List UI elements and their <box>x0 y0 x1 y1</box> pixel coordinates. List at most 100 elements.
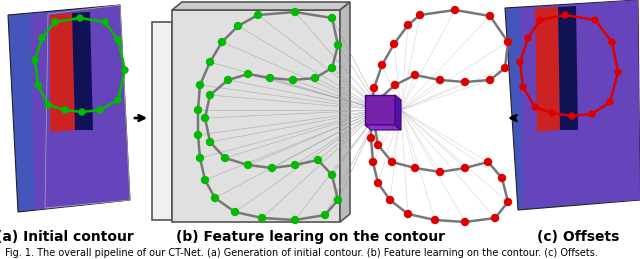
Circle shape <box>328 15 335 21</box>
Circle shape <box>517 59 523 65</box>
Circle shape <box>321 212 328 219</box>
Polygon shape <box>395 95 401 130</box>
Circle shape <box>335 41 342 48</box>
Circle shape <box>537 17 543 23</box>
Circle shape <box>202 114 209 121</box>
Circle shape <box>378 61 385 68</box>
Circle shape <box>202 176 209 183</box>
Circle shape <box>207 91 214 98</box>
Circle shape <box>369 159 376 166</box>
Circle shape <box>461 78 468 85</box>
Circle shape <box>486 12 493 19</box>
Circle shape <box>35 82 41 88</box>
Text: Fig. 1. The overall pipeline of our CT-Net. (a) Generation of initial contour. (: Fig. 1. The overall pipeline of our CT-N… <box>5 248 598 258</box>
Circle shape <box>504 198 511 205</box>
Circle shape <box>549 110 555 116</box>
Polygon shape <box>505 0 640 210</box>
Circle shape <box>195 132 202 139</box>
Circle shape <box>122 67 128 73</box>
Circle shape <box>314 156 321 163</box>
Polygon shape <box>72 12 93 130</box>
Circle shape <box>312 75 319 82</box>
Circle shape <box>102 19 108 25</box>
Circle shape <box>269 164 275 171</box>
Circle shape <box>492 214 499 221</box>
Circle shape <box>196 82 204 89</box>
Circle shape <box>532 104 538 110</box>
Circle shape <box>367 134 374 141</box>
Circle shape <box>392 82 399 89</box>
Circle shape <box>244 162 252 169</box>
Circle shape <box>234 23 241 30</box>
Polygon shape <box>535 7 560 132</box>
Circle shape <box>525 35 531 41</box>
Circle shape <box>115 37 121 43</box>
Circle shape <box>499 175 506 182</box>
Circle shape <box>255 11 262 18</box>
Circle shape <box>367 109 374 116</box>
Circle shape <box>207 59 214 66</box>
Circle shape <box>77 15 83 21</box>
Circle shape <box>404 21 412 28</box>
Circle shape <box>211 195 218 202</box>
Circle shape <box>461 164 468 171</box>
Circle shape <box>62 107 68 113</box>
Circle shape <box>504 39 511 46</box>
Circle shape <box>520 84 526 90</box>
Circle shape <box>291 162 298 169</box>
Circle shape <box>97 107 103 113</box>
Circle shape <box>388 159 396 166</box>
Circle shape <box>52 19 58 25</box>
Circle shape <box>335 197 342 204</box>
Circle shape <box>207 139 214 146</box>
Circle shape <box>486 76 493 83</box>
Circle shape <box>436 76 444 83</box>
Bar <box>365 95 395 125</box>
Circle shape <box>592 17 598 23</box>
Circle shape <box>266 75 273 82</box>
Text: (a) Initial contour: (a) Initial contour <box>0 230 134 244</box>
Circle shape <box>244 70 252 77</box>
Circle shape <box>484 159 492 166</box>
Circle shape <box>225 76 232 83</box>
Polygon shape <box>50 13 75 132</box>
Circle shape <box>259 214 266 221</box>
Circle shape <box>195 106 202 113</box>
Circle shape <box>502 64 509 71</box>
Circle shape <box>221 155 228 162</box>
Circle shape <box>451 6 458 13</box>
Polygon shape <box>172 2 350 10</box>
Circle shape <box>196 155 204 162</box>
Polygon shape <box>30 5 130 210</box>
Circle shape <box>615 69 621 75</box>
Circle shape <box>79 109 85 115</box>
Circle shape <box>291 217 298 224</box>
Circle shape <box>436 169 444 176</box>
Circle shape <box>412 71 419 78</box>
Circle shape <box>371 119 378 126</box>
Circle shape <box>417 11 424 18</box>
Circle shape <box>115 97 121 103</box>
Text: (b) Feature learing on the contour: (b) Feature learing on the contour <box>175 230 445 244</box>
Polygon shape <box>8 5 130 212</box>
Circle shape <box>412 164 419 171</box>
Circle shape <box>45 102 51 108</box>
Circle shape <box>390 40 397 47</box>
Circle shape <box>374 179 381 186</box>
Polygon shape <box>172 10 340 222</box>
Circle shape <box>589 111 595 117</box>
Polygon shape <box>340 2 350 222</box>
Circle shape <box>328 171 335 178</box>
Circle shape <box>291 9 298 16</box>
Polygon shape <box>558 6 578 130</box>
Circle shape <box>39 35 45 41</box>
Circle shape <box>404 211 412 218</box>
Circle shape <box>374 141 381 148</box>
Circle shape <box>431 217 438 224</box>
Polygon shape <box>520 0 640 208</box>
Circle shape <box>607 99 613 105</box>
Circle shape <box>289 76 296 83</box>
Circle shape <box>371 84 378 91</box>
Text: (c) Offsets: (c) Offsets <box>537 230 619 244</box>
Circle shape <box>218 39 225 46</box>
